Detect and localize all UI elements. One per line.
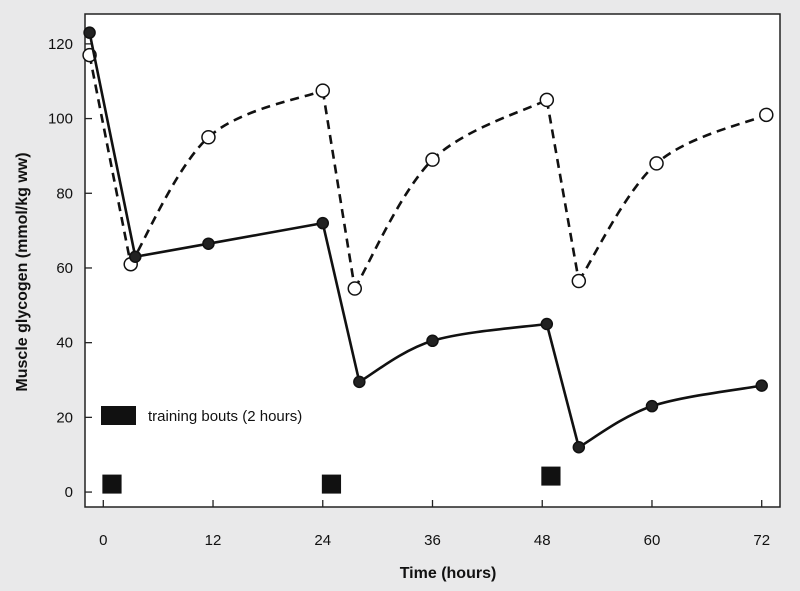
solid-series-line xyxy=(545,323,581,448)
y-tick-label: 120 xyxy=(48,36,73,53)
open-circle-point xyxy=(571,273,587,289)
training-bout-marker xyxy=(102,474,122,494)
open-circle-point xyxy=(201,130,216,145)
x-tick-label: 36 xyxy=(424,532,441,549)
training-bout-marker xyxy=(541,466,561,486)
open-circle-point xyxy=(315,83,331,98)
series-layer xyxy=(82,26,774,454)
open-circle-point xyxy=(347,281,363,296)
open-circle-point xyxy=(649,156,664,171)
open-circle-point xyxy=(539,92,555,108)
filled-circle-point xyxy=(353,375,366,389)
filled-circle-point xyxy=(83,26,96,39)
y-axis-ticks: 0 20 40 60 80 100 120 xyxy=(48,36,92,501)
filled-circle-point xyxy=(645,399,659,413)
dashed-series-line xyxy=(321,90,357,289)
y-tick-label: 20 xyxy=(56,409,73,426)
training-bout-marker xyxy=(321,474,342,494)
solid-series-line xyxy=(321,222,361,383)
legend: training bouts (2 hours) xyxy=(101,406,302,425)
filled-circle-point xyxy=(755,379,768,392)
solid-series-line xyxy=(88,32,137,258)
y-tick-label: 40 xyxy=(56,335,73,352)
filled-circle-point xyxy=(202,237,215,250)
training-bout-markers xyxy=(102,466,561,494)
y-tick-label: 60 xyxy=(56,260,73,277)
filled-circle-point xyxy=(316,216,330,230)
x-tick-label: 24 xyxy=(314,532,331,549)
filled-circle-point xyxy=(426,334,439,348)
y-tick-label: 0 xyxy=(65,484,73,501)
dashed-series-line xyxy=(545,99,581,282)
filled-circle-point xyxy=(572,440,586,454)
dashed-series-line xyxy=(129,89,324,265)
x-tick-label: 48 xyxy=(534,532,551,549)
x-tick-label: 12 xyxy=(205,532,222,549)
y-tick-label: 100 xyxy=(48,111,73,128)
open-circle-point xyxy=(759,107,774,123)
open-circle-point xyxy=(425,152,440,167)
y-tick-label: 80 xyxy=(56,185,73,202)
x-tick-label: 60 xyxy=(644,532,661,549)
x-axis-ticks: 0 12 24 36 48 60 72 xyxy=(99,500,770,549)
x-tick-label: 0 xyxy=(99,532,107,549)
legend-swatch xyxy=(101,406,136,425)
y-axis-title: Muscle glycogen (mmol/kg ww) xyxy=(14,152,31,391)
x-tick-label: 72 xyxy=(753,532,770,549)
legend-label: training bouts (2 hours) xyxy=(148,408,302,425)
plot-frame xyxy=(84,13,781,508)
filled-circle-point xyxy=(540,317,554,331)
dashed-series-line xyxy=(88,54,132,265)
x-axis-title: Time (hours) xyxy=(400,565,497,582)
filled-circle-point xyxy=(129,250,142,264)
